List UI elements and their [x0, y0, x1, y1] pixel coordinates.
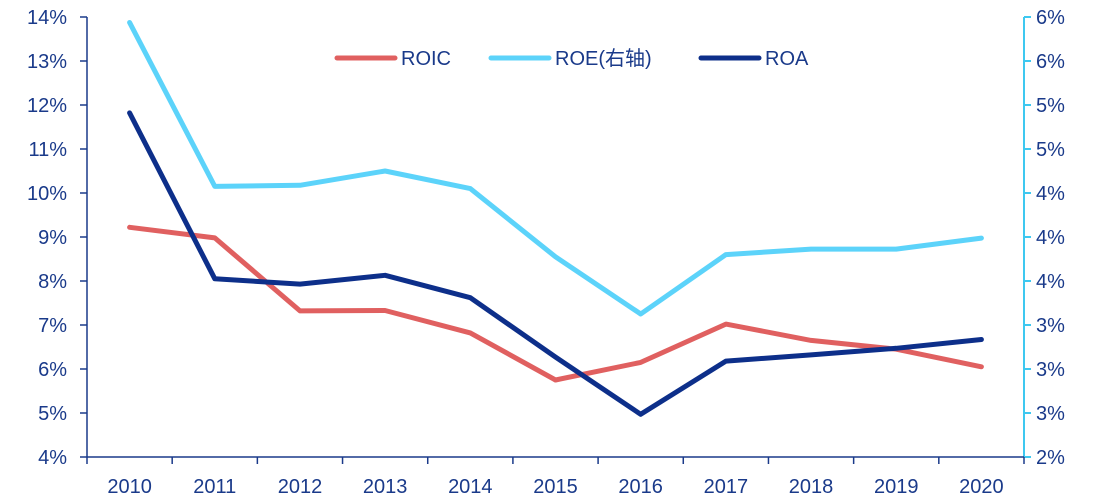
left-axis-tick-label: 5%: [38, 403, 67, 425]
x-axis-tick-label: 2011: [193, 476, 236, 498]
x-axis-tick-label: 2014: [448, 476, 493, 498]
left-axis-tick-label: 8%: [38, 271, 67, 293]
right-axis-tick-label: 4%: [1036, 183, 1065, 205]
series-line-roe: [127, 20, 984, 317]
x-axis-tick-label: 2016: [618, 476, 663, 498]
right-axis-tick-label: 4%: [1036, 271, 1065, 293]
right-axis-tick-label: 5%: [1036, 95, 1065, 117]
right-axis-tick-label: 4%: [1036, 227, 1065, 249]
x-axis-tick-label: 2015: [533, 476, 578, 498]
left-axis-tick-label: 11%: [28, 139, 67, 161]
right-axis-tick-label: 6%: [1036, 51, 1065, 73]
left-axis-tick-label: 12%: [27, 95, 67, 117]
legend-label-roic: ROIC: [401, 48, 451, 70]
x-axis-tick-label: 2013: [363, 476, 408, 498]
right-axis-tick-label: 6%: [1036, 7, 1065, 29]
x-axis-tick-label: 2012: [278, 476, 323, 498]
left-axis-tick-label: 10%: [27, 183, 67, 205]
x-axis-tick-label: 2019: [874, 476, 919, 498]
right-axis-tick-label: 2%: [1036, 447, 1065, 469]
left-axis-tick-label: 13%: [27, 51, 67, 73]
legend: ROIC ROE(右轴) ROA: [334, 47, 809, 70]
legend-label-roe: ROE(右轴): [555, 47, 652, 70]
series-layer: [127, 20, 984, 417]
x-axis-tick-label: 2020: [959, 476, 1004, 498]
series-line-roa: [127, 110, 984, 417]
right-axis-tick-label: 3%: [1036, 315, 1065, 337]
left-axis-tick-label: 7%: [38, 315, 67, 337]
axes-layer: 4% 5% 6% 7% 8% 9% 10% 11% 12% 13% 14% 2% 3% 3% 3% 4% 4% 4…: [27, 7, 1065, 498]
right-axis-tick-label: 5%: [1036, 139, 1065, 161]
left-axis-tick-label: 6%: [38, 359, 67, 381]
series-line-roic: [127, 224, 984, 383]
left-axis-tick-label: 9%: [38, 227, 67, 249]
left-axis-tick-label: 14%: [27, 7, 67, 29]
x-axis-tick-label: 2018: [789, 476, 834, 498]
right-axis-tick-label: 3%: [1036, 403, 1065, 425]
legend-label-roa: ROA: [765, 48, 809, 70]
x-axis-tick-label: 2010: [107, 476, 152, 498]
x-axis-tick-label: 2017: [704, 476, 749, 498]
right-axis-tick-label: 3%: [1036, 359, 1065, 381]
left-axis-tick-label: 4%: [38, 447, 67, 469]
